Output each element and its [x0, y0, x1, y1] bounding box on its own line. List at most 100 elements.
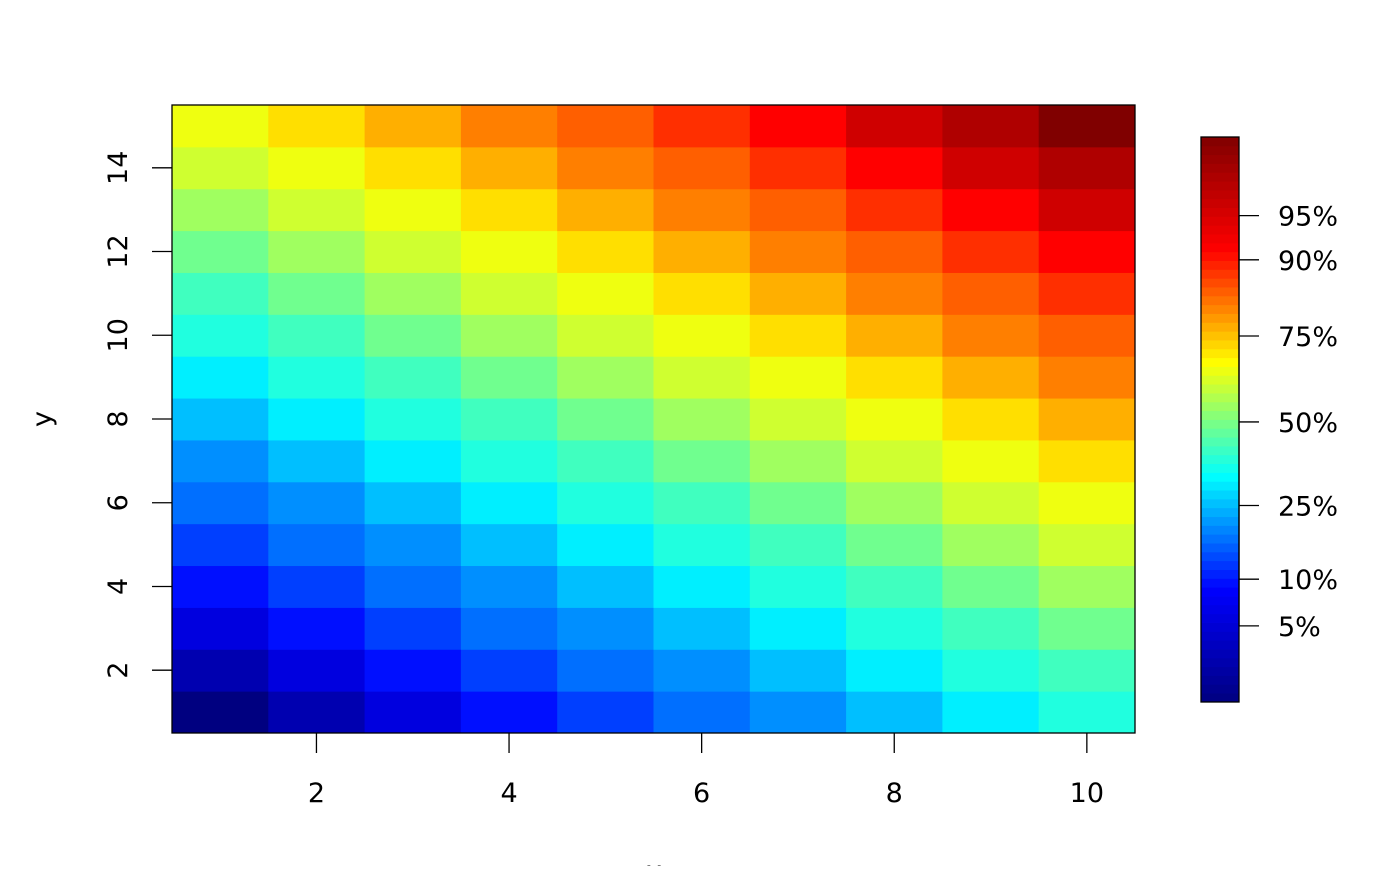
heatmap-cell	[942, 314, 1040, 357]
heatmap-cell	[364, 691, 462, 734]
heatmap-cell	[1038, 230, 1136, 273]
legend-color-band	[1201, 304, 1239, 314]
heatmap-cell	[364, 356, 462, 399]
legend-color-band	[1201, 604, 1239, 615]
heatmap-cell	[653, 523, 751, 567]
heatmap-cell	[846, 356, 943, 399]
heatmap-cell	[942, 398, 1040, 441]
legend-color-band	[1201, 278, 1239, 288]
legend-tick-label: 25%	[1278, 491, 1338, 522]
heatmap-cell	[942, 356, 1040, 399]
heatmap-cell	[557, 398, 654, 441]
heatmap-cells	[172, 105, 1136, 734]
legend-color-band	[1201, 428, 1239, 438]
heatmap-cell	[364, 230, 462, 273]
legend-color-band	[1201, 384, 1239, 394]
heatmap-cell	[846, 649, 943, 692]
legend-color-band	[1201, 163, 1239, 173]
heatmap-cell	[172, 691, 269, 734]
legend-color-band	[1201, 569, 1239, 579]
legend-color-band	[1201, 490, 1239, 500]
heatmap-cell	[172, 607, 269, 650]
heatmap-cell	[557, 523, 654, 567]
heatmap-cell	[557, 481, 654, 525]
legend-color-band	[1201, 534, 1239, 544]
heatmap-cell	[749, 523, 847, 567]
legend-color-band	[1201, 225, 1239, 235]
legend-color-band	[1201, 357, 1239, 367]
heatmap-cell	[846, 565, 943, 608]
heatmap-cell	[460, 272, 558, 315]
legend-color-band	[1201, 145, 1239, 156]
heatmap-cell	[1038, 188, 1136, 232]
heatmap-cell	[268, 230, 366, 273]
heatmap-cell	[749, 105, 847, 148]
heatmap-cell	[268, 314, 366, 357]
heatmap-cell	[1038, 481, 1136, 525]
heatmap-cell	[557, 105, 654, 148]
heatmap-cell	[749, 356, 847, 399]
heatmap-cell	[1038, 356, 1136, 399]
heatmap-cell	[749, 314, 847, 357]
heatmap-cell	[1038, 523, 1136, 567]
heatmap-cell	[557, 649, 654, 692]
heatmap-cell	[268, 398, 366, 441]
legend-color-band	[1201, 516, 1239, 526]
legend-color-band	[1201, 613, 1239, 623]
heatmap-cell	[172, 565, 269, 608]
heatmap-cell	[268, 565, 366, 608]
heatmap-cell	[172, 439, 269, 483]
heatmap-cell	[557, 146, 654, 190]
legend-color-band	[1201, 207, 1239, 217]
heatmap-cell	[749, 230, 847, 273]
legend-color-band	[1201, 445, 1239, 456]
heatmap-cell	[268, 649, 366, 692]
heatmap-cell	[653, 481, 751, 525]
heatmap-cell	[172, 272, 269, 315]
x-axis: 2 4 6 8 10	[308, 733, 1104, 809]
legend-color-band	[1201, 375, 1239, 385]
legend-color-band	[1201, 693, 1239, 703]
heatmap-cell	[172, 188, 269, 232]
legend-color-band	[1201, 622, 1239, 632]
heatmap-cell	[557, 691, 654, 734]
heatmap-cell	[846, 607, 943, 650]
legend-color-band	[1201, 393, 1239, 403]
heatmap-cell	[364, 188, 462, 232]
heatmap-cell	[653, 398, 751, 441]
heatmap-cell	[653, 272, 751, 315]
legend-color-band	[1201, 322, 1239, 332]
heatmap-cell	[942, 565, 1040, 608]
heatmap-cell	[364, 607, 462, 650]
x-axis-label: x	[646, 856, 662, 866]
heatmap-cell	[460, 691, 558, 734]
heatmap-cell	[1038, 439, 1136, 483]
legend-color-band	[1201, 181, 1239, 191]
heatmap-cell	[460, 314, 558, 357]
legend-color-band	[1201, 437, 1239, 447]
heatmap-cell	[172, 105, 269, 148]
y-axis-label: y	[27, 411, 58, 427]
y-tick-label: 12	[103, 234, 134, 268]
legend-tick-label: 5%	[1278, 612, 1321, 643]
heatmap-cell	[364, 565, 462, 608]
heatmap-cell	[1038, 272, 1136, 315]
heatmap-cell	[846, 105, 943, 148]
heatmap-cell	[460, 356, 558, 399]
heatmap-cell	[942, 146, 1040, 190]
heatmap-cell	[268, 607, 366, 650]
heatmap-cell	[557, 439, 654, 483]
heatmap-cell	[172, 398, 269, 441]
heatmap-cell	[942, 691, 1040, 734]
heatmap-cell	[364, 523, 462, 567]
y-tick-label: 2	[103, 662, 134, 679]
heatmap-cell	[460, 105, 558, 148]
heatmap-cell	[1038, 691, 1136, 734]
heatmap-cell	[653, 356, 751, 399]
heatmap-cell	[942, 272, 1040, 315]
heatmap-cell	[460, 439, 558, 483]
y-tick-label: 8	[103, 410, 134, 427]
legend-color-band	[1201, 189, 1239, 200]
heatmap-cell	[653, 146, 751, 190]
heatmap-cell	[749, 649, 847, 692]
